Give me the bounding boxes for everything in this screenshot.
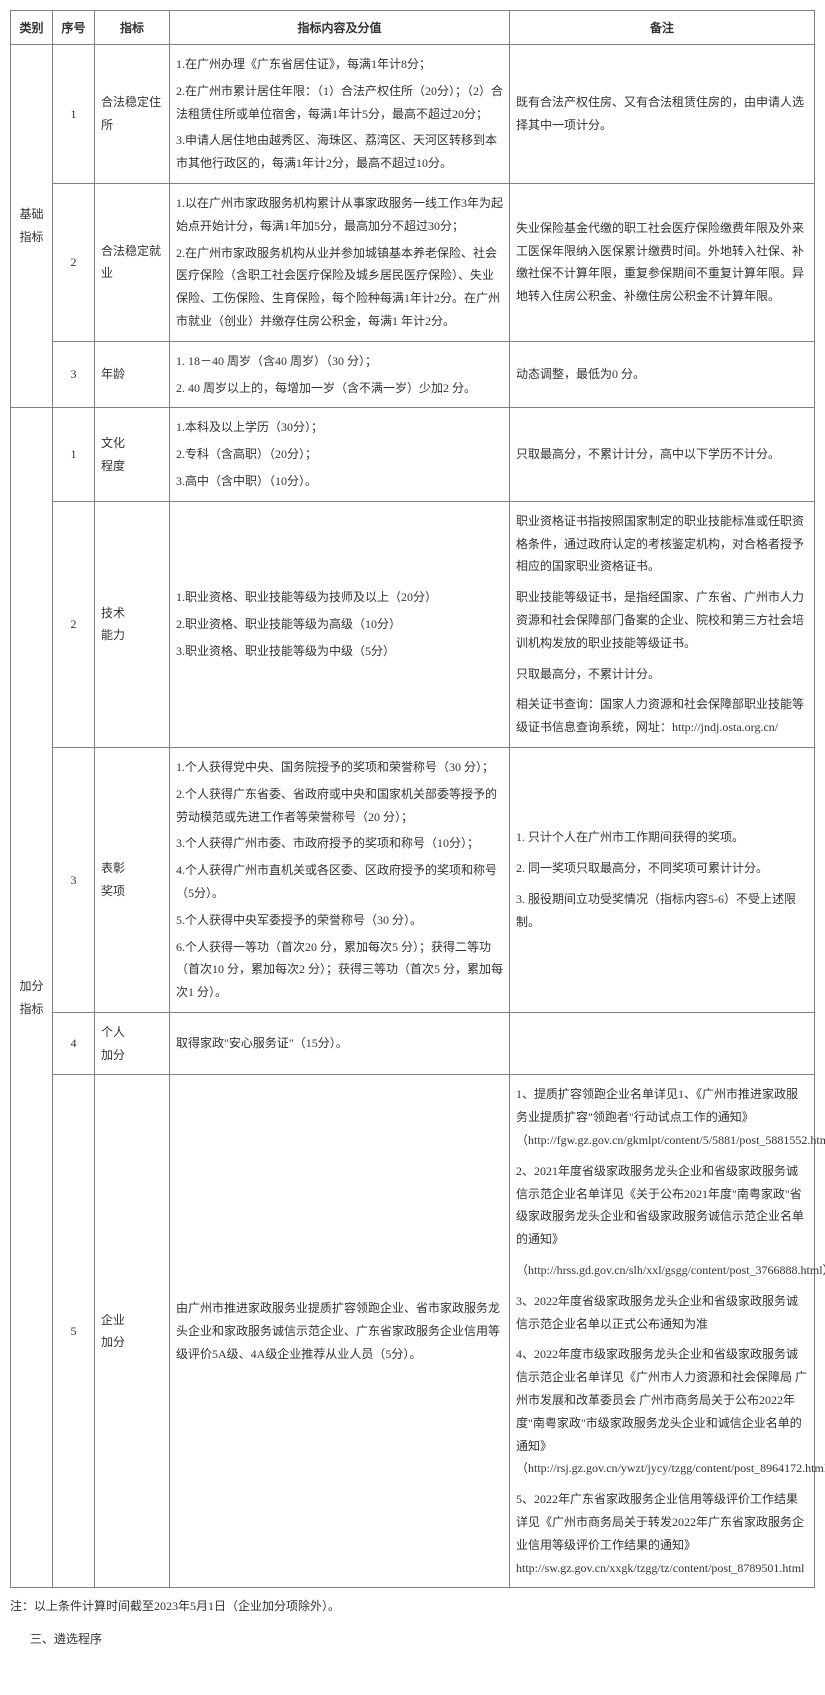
table-row: 3年龄 1. 18－40 周岁（含40 周岁）（30 分）； 2. 40 周岁以上的… bbox=[11, 341, 815, 408]
content-cell: 1.在广州办理《广东省居住证》，每满1年计8分； 2.在广州市累计居住年限：（1）… bbox=[170, 45, 510, 184]
seq-cell: 3 bbox=[53, 341, 95, 408]
remark-cell: 动态调整，最低为0 分。 bbox=[510, 341, 815, 408]
content-line: 2.在广州市累计居住年限：（1）合法产权住所（20分）；（2）合法租赁住所或单位… bbox=[176, 80, 503, 126]
content-line: 3.申请人居住地由越秀区、海珠区、荔湾区、天河区转移到本市其他行政区的，每满1年… bbox=[176, 129, 503, 175]
remark-line: 职业技能等级证书，是指经国家、广东省、广州市人力资源和社会保障部门备案的企业、院… bbox=[516, 586, 808, 654]
content-line: 1.本科及以上学历（30分）； bbox=[176, 416, 503, 439]
remark-cell: 既有合法产权住房、又有合法租赁住房的，由申请人选择其中一项计分。 bbox=[510, 45, 815, 184]
content-cell: 1.个人获得党中央、国务院授予的奖项和荣誉称号（30 分）； 2.个人获得广东省委… bbox=[170, 747, 510, 1012]
seq-cell: 1 bbox=[53, 408, 95, 501]
section-title: 三、遴选程序 bbox=[10, 1630, 815, 1647]
content-cell: 1.本科及以上学历（30分）； 2.专科（含高职）（20分）； 3.高中（含中职）（… bbox=[170, 408, 510, 501]
content-line: 2.个人获得广东省委、省政府或中央和国家机关部委等授予的劳动模范或先进工作者等荣… bbox=[176, 783, 503, 829]
remark-line: 2、2021年度省级家政服务龙头企业和省级家政服务诚信示范企业名单详见《关于公布… bbox=[516, 1160, 808, 1251]
content-line: 取得家政"安心服务证"（15分）。 bbox=[176, 1032, 503, 1055]
content-line: 由广州市推进家政服务业提质扩容领跑企业、省市家政服务龙头企业和家政服务诚信示范企… bbox=[176, 1297, 503, 1365]
content-line: 3.高中（含中职）（10分）。 bbox=[176, 470, 503, 493]
remark-line: 3. 服役期间立功受奖情况（指标内容5-6）不受上述限制。 bbox=[516, 888, 808, 934]
remark-cell: 1、提质扩容领跑企业名单详见1、《广州市推进家政服务业提质扩容"领跑者"行动试点… bbox=[510, 1075, 815, 1588]
content-line: 1.职业资格、职业技能等级为技师及以上（20分） bbox=[176, 586, 503, 609]
remark-cell: 只取最高分，不累计计分，高中以下学历不计分。 bbox=[510, 408, 815, 501]
remark-line: 1、提质扩容领跑企业名单详见1、《广州市推进家政服务业提质扩容"领跑者"行动试点… bbox=[516, 1083, 808, 1151]
content-line: 2. 40 周岁以上的，每增加一岁（含不满一岁）少加2 分。 bbox=[176, 377, 503, 400]
table-row: 2技术能力 1.职业资格、职业技能等级为技师及以上（20分） 2.职业资格、职业技能… bbox=[11, 501, 815, 747]
remark-cell: 1. 只计个人在广州市工作期间获得的奖项。 2. 同一奖项只取最高分，不同奖项可累… bbox=[510, 747, 815, 1012]
seq-cell: 3 bbox=[53, 747, 95, 1012]
remark-line: 失业保险基金代缴的职工社会医疗保险缴费年限及外来工医保年限纳入医保累计缴费时间。… bbox=[516, 217, 808, 308]
seq-cell: 2 bbox=[53, 183, 95, 341]
remark-line: 动态调整，最低为0 分。 bbox=[516, 363, 808, 386]
remark-line: 相关证书查询：国家人力资源和社会保障部职业技能等级证书信息查询系统，网址：htt… bbox=[516, 693, 808, 739]
content-line: 2.在广州市家政服务机构从业并参加城镇基本养老保险、社会医疗保险（含职工社会医疗… bbox=[176, 242, 503, 333]
indicator-cell: 文化程度 bbox=[95, 408, 170, 501]
header-seq: 序号 bbox=[53, 11, 95, 45]
content-line: 1.在广州办理《广东省居住证》，每满1年计8分； bbox=[176, 53, 503, 76]
content-line: 1.以在广州市家政服务机构累计从事家政服务一线工作3年为起始点开始计分，每满1年… bbox=[176, 192, 503, 238]
content-line: 2.职业资格、职业技能等级为高级（10分） bbox=[176, 613, 503, 636]
indicator-cell: 个人加分 bbox=[95, 1012, 170, 1075]
remark-line: 1. 只计个人在广州市工作期间获得的奖项。 bbox=[516, 826, 808, 849]
content-cell: 1. 18－40 周岁（含40 周岁）（30 分）； 2. 40 周岁以上的，每增… bbox=[170, 341, 510, 408]
remark-cell: 失业保险基金代缴的职工社会医疗保险缴费年限及外来工医保年限纳入医保累计缴费时间。… bbox=[510, 183, 815, 341]
content-line: 3.个人获得广州市委、市政府授予的奖项和称号（10分）； bbox=[176, 832, 503, 855]
content-line: 3.职业资格、职业技能等级为中级（5分） bbox=[176, 640, 503, 663]
table-row: 加分指标1文化程度1.本科及以上学历（30分）；2.专科（含高职）（20分）；3… bbox=[11, 408, 815, 501]
indicator-table: 类别 序号 指标 指标内容及分值 备注 基础指标1合法稳定住所1.在广州办理《广… bbox=[10, 10, 815, 1588]
remark-line: 只取最高分，不累计计分。 bbox=[516, 663, 808, 686]
indicator-cell: 合法稳定住所 bbox=[95, 45, 170, 184]
remark-line: 3、2022年度省级家政服务龙头企业和省级家政服务诚信示范企业名单以正式公布通知… bbox=[516, 1290, 808, 1336]
content-line: 4.个人获得广州市直机关或各区委、区政府授予的奖项和称号（5分）。 bbox=[176, 859, 503, 905]
indicator-cell: 技术能力 bbox=[95, 501, 170, 747]
header-remark: 备注 bbox=[510, 11, 815, 45]
indicator-cell: 合法稳定就业 bbox=[95, 183, 170, 341]
header-category: 类别 bbox=[11, 11, 53, 45]
remark-cell bbox=[510, 1012, 815, 1075]
seq-cell: 2 bbox=[53, 501, 95, 747]
remark-line: 职业资格证书指按照国家制定的职业技能标准或任职资格条件，通过政府认定的考核鉴定机… bbox=[516, 510, 808, 578]
table-row: 4个人加分取得家政"安心服务证"（15分）。 bbox=[11, 1012, 815, 1075]
header-row: 类别 序号 指标 指标内容及分值 备注 bbox=[11, 11, 815, 45]
table-row: 5企业加分由广州市推进家政服务业提质扩容领跑企业、省市家政服务龙头企业和家政服务… bbox=[11, 1075, 815, 1588]
content-cell: 由广州市推进家政服务业提质扩容领跑企业、省市家政服务龙头企业和家政服务诚信示范企… bbox=[170, 1075, 510, 1588]
footnote: 注：以上条件计算时间截至2023年5月1日（企业加分项除外）。 bbox=[10, 1596, 815, 1618]
header-indicator: 指标 bbox=[95, 11, 170, 45]
remark-line: 5、2022年广东省家政服务企业信用等级评价工作结果详见《广州市商务局关于转发2… bbox=[516, 1488, 808, 1579]
remark-line: 4、2022年度市级家政服务龙头企业和省级家政服务诚信示范企业名单详见《广州市人… bbox=[516, 1343, 808, 1480]
indicator-cell: 年龄 bbox=[95, 341, 170, 408]
content-cell: 1.以在广州市家政服务机构累计从事家政服务一线工作3年为起始点开始计分，每满1年… bbox=[170, 183, 510, 341]
content-line: 6.个人获得一等功（首次20 分，累加每次5 分）；获得二等功（首次10 分，累… bbox=[176, 936, 503, 1004]
header-content: 指标内容及分值 bbox=[170, 11, 510, 45]
seq-cell: 4 bbox=[53, 1012, 95, 1075]
content-cell: 1.职业资格、职业技能等级为技师及以上（20分） 2.职业资格、职业技能等级为高级… bbox=[170, 501, 510, 747]
content-line: 1.个人获得党中央、国务院授予的奖项和荣誉称号（30 分）； bbox=[176, 756, 503, 779]
remark-cell: 职业资格证书指按照国家制定的职业技能标准或任职资格条件，通过政府认定的考核鉴定机… bbox=[510, 501, 815, 747]
table-row: 基础指标1合法稳定住所1.在广州办理《广东省居住证》，每满1年计8分；2.在广州… bbox=[11, 45, 815, 184]
seq-cell: 1 bbox=[53, 45, 95, 184]
indicator-cell: 表彰奖项 bbox=[95, 747, 170, 1012]
remark-line: 既有合法产权住房、又有合法租赁住房的，由申请人选择其中一项计分。 bbox=[516, 91, 808, 137]
remark-line: （http://hrss.gd.gov.cn/slh/xxl/gsgg/cont… bbox=[516, 1259, 808, 1282]
remark-line: 2. 同一奖项只取最高分，不同奖项可累计计分。 bbox=[516, 857, 808, 880]
table-row: 2合法稳定就业1.以在广州市家政服务机构累计从事家政服务一线工作3年为起始点开始… bbox=[11, 183, 815, 341]
seq-cell: 5 bbox=[53, 1075, 95, 1588]
content-line: 2.专科（含高职）（20分）； bbox=[176, 443, 503, 466]
category-cell: 基础指标 bbox=[11, 45, 53, 408]
category-cell: 加分指标 bbox=[11, 408, 53, 1588]
content-line: 1. 18－40 周岁（含40 周岁）（30 分）； bbox=[176, 350, 503, 373]
table-row: 3表彰奖项 1.个人获得党中央、国务院授予的奖项和荣誉称号（30 分）； 2.个人获… bbox=[11, 747, 815, 1012]
indicator-cell: 企业加分 bbox=[95, 1075, 170, 1588]
content-line: 5.个人获得中央军委授予的荣誉称号（30 分）。 bbox=[176, 909, 503, 932]
remark-line: 只取最高分，不累计计分，高中以下学历不计分。 bbox=[516, 443, 808, 466]
content-cell: 取得家政"安心服务证"（15分）。 bbox=[170, 1012, 510, 1075]
